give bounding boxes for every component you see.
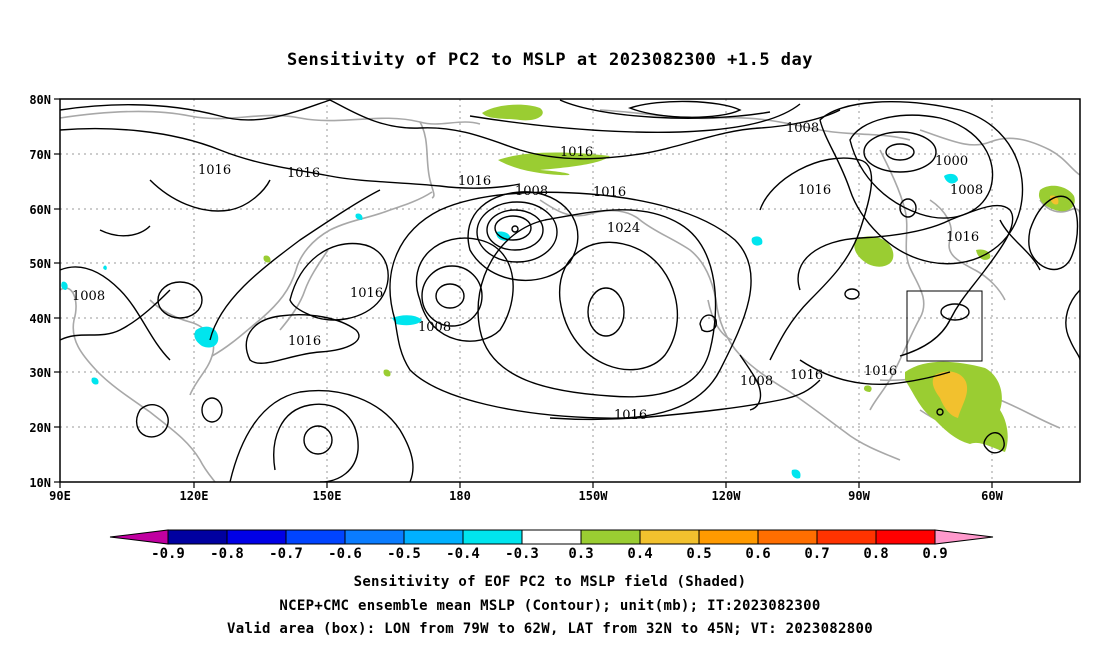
caption-shaded: Sensitivity of EOF PC2 to MSLP field (Sh… (353, 574, 747, 590)
contour-label: 1016 (790, 368, 823, 383)
contour-label: 1016 (593, 185, 626, 200)
contour-label: 1000 (935, 154, 968, 169)
lat-label: 40N (29, 312, 51, 326)
lat-label: 70N (29, 148, 51, 162)
colorbar-label: -0.3 (505, 546, 539, 562)
colorbar-left-arrow (109, 529, 169, 545)
tick-marks (54, 98, 993, 488)
colorbar-label: 0.5 (686, 546, 711, 562)
contour-label: 1016 (798, 183, 831, 198)
colorbar-label: 0.3 (568, 546, 593, 562)
caption-contour: NCEP+CMC ensemble mean MSLP (Contour); u… (279, 598, 821, 614)
lon-label: 150E (313, 489, 342, 503)
lon-label: 150W (579, 489, 609, 503)
lat-label: 60N (29, 203, 51, 217)
colorbar-swatch (462, 529, 523, 545)
lat-label: 30N (29, 366, 51, 380)
colorbar-swatch (167, 529, 228, 545)
contour-label: 1016 (350, 286, 383, 301)
colorbar-label: -0.8 (210, 546, 244, 562)
shading-yellow (932, 195, 1059, 418)
colorbar-label: -0.7 (269, 546, 303, 562)
lat-label: 20N (29, 421, 51, 435)
contour-label: 1016 (458, 174, 491, 189)
contour-label: 1016 (287, 166, 320, 181)
colorbar-swatch (816, 529, 877, 545)
lat-label: 10N (29, 476, 51, 490)
colorbar-label: -0.6 (328, 546, 362, 562)
contour-label: 1008 (740, 374, 773, 389)
latitude-labels: 80N 70N 60N 50N 40N 30N 20N 10N (29, 93, 51, 490)
colorbar-swatch (875, 529, 936, 545)
colorbar-right-arrow (934, 529, 994, 545)
colorbar: -0.9 -0.8 -0.7 -0.6 -0.5 -0.4 -0.3 0.3 0.4 0.5 0.6… (109, 529, 994, 562)
contour-label: 1016 (864, 364, 897, 379)
map-frame (59, 98, 1081, 483)
page-title: Sensitivity of PC2 to MSLP at 2023082300… (286, 50, 813, 70)
colorbar-swatch (580, 529, 641, 545)
colorbar-label: -0.9 (151, 546, 185, 562)
lon-label: 90W (848, 489, 870, 503)
valid-area-box (906, 290, 983, 362)
colorbar-label: 0.8 (863, 546, 888, 562)
colorbar-swatch (639, 529, 700, 545)
colorbar-swatch (344, 529, 405, 545)
contour-label: 1008 (950, 183, 983, 198)
lon-label: 90E (49, 489, 71, 503)
contour-label: 1008 (72, 289, 105, 304)
lat-label: 80N (29, 93, 51, 107)
shading-negative (61, 173, 958, 479)
contour-label: 1008 (515, 184, 548, 199)
colorbar-swatch (403, 529, 464, 545)
contour-label: 1024 (607, 221, 640, 236)
colorbar-swatch (698, 529, 759, 545)
contour-label: 1016 (288, 334, 321, 349)
contour-label: 1016 (560, 145, 593, 160)
colorbar-label: -0.4 (446, 546, 480, 562)
colorbar-label: 0.6 (745, 546, 770, 562)
colorbar-swatch (757, 529, 818, 545)
colorbar-label: 0.4 (627, 546, 652, 562)
longitude-labels: 90E 120E 150E 180 150W 120W 90W 60W (49, 489, 1003, 503)
colorbar-swatch (226, 529, 287, 545)
caption-valid-area: Valid area (box): LON from 79W to 62W, L… (227, 621, 873, 637)
contour-label: 1016 (198, 163, 231, 178)
contour-label: 1008 (418, 320, 451, 335)
colorbar-label: -0.5 (387, 546, 421, 562)
contour-label: 1016 (946, 230, 979, 245)
contour-label: 1008 (786, 121, 819, 136)
colorbar-label: 0.9 (922, 546, 947, 562)
lon-label: 120W (712, 489, 742, 503)
lon-label: 60W (981, 489, 1003, 503)
lon-label: 120E (180, 489, 209, 503)
contour-label: 1016 (614, 408, 647, 423)
colorbar-label: 0.7 (804, 546, 829, 562)
mslp-contours (60, 99, 1080, 482)
colorbar-swatch (521, 529, 582, 545)
lat-label: 50N (29, 257, 51, 271)
contour-labels: 1016 1016 1016 1008 1016 1016 1024 1008 … (72, 121, 983, 423)
colorbar-swatch (285, 529, 346, 545)
lon-label: 180 (449, 489, 471, 503)
